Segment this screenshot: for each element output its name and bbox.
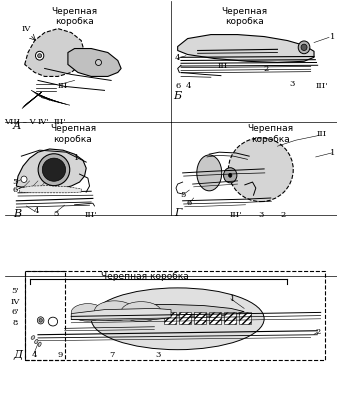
Text: 4: 4: [186, 82, 191, 90]
Text: Черепная
коробка: Черепная коробка: [248, 124, 294, 144]
Ellipse shape: [228, 173, 232, 177]
Ellipse shape: [38, 342, 41, 346]
Text: IV: IV: [11, 298, 20, 306]
Text: 7: 7: [109, 351, 115, 359]
Ellipse shape: [34, 340, 38, 344]
Text: 2: 2: [281, 211, 286, 219]
Ellipse shape: [95, 301, 135, 321]
Ellipse shape: [228, 138, 293, 202]
Bar: [179, 312, 191, 324]
Ellipse shape: [21, 176, 27, 182]
Ellipse shape: [42, 158, 66, 181]
Text: 9: 9: [58, 351, 63, 359]
Text: Черепная
коробка: Черепная коробка: [51, 7, 98, 26]
Text: 5: 5: [180, 191, 185, 199]
Text: 4: 4: [31, 351, 37, 359]
Text: III': III': [84, 211, 97, 219]
Text: 6': 6': [11, 308, 19, 316]
Text: 5: 5: [13, 178, 18, 186]
Polygon shape: [68, 48, 121, 76]
Polygon shape: [84, 304, 244, 316]
Text: 4: 4: [33, 207, 39, 215]
Bar: [164, 312, 176, 324]
Polygon shape: [178, 34, 314, 62]
Text: 6: 6: [13, 186, 18, 194]
Text: 8: 8: [13, 319, 18, 327]
Text: 6: 6: [187, 199, 192, 207]
Bar: [224, 312, 236, 324]
Text: IV': IV': [37, 118, 49, 126]
Text: 3: 3: [259, 211, 264, 219]
Text: III': III': [230, 211, 242, 219]
Ellipse shape: [39, 318, 42, 322]
Text: Д: Д: [13, 350, 22, 360]
Text: III: III: [217, 62, 227, 70]
Text: 2: 2: [263, 65, 268, 73]
Ellipse shape: [223, 168, 237, 183]
Polygon shape: [16, 149, 86, 189]
Text: Б: Б: [173, 91, 181, 101]
Ellipse shape: [71, 304, 104, 321]
Text: Черепная
коробка: Черепная коробка: [50, 124, 96, 144]
Text: 5': 5': [11, 287, 19, 295]
Text: 1: 1: [330, 149, 335, 157]
Ellipse shape: [298, 41, 310, 54]
Ellipse shape: [38, 54, 42, 58]
Ellipse shape: [48, 317, 57, 326]
Ellipse shape: [121, 302, 161, 322]
Text: IV: IV: [22, 24, 31, 32]
Text: VIII – V: VIII – V: [4, 118, 35, 126]
Text: 3: 3: [54, 210, 59, 218]
Text: Черепная
коробка: Черепная коробка: [221, 7, 267, 26]
Ellipse shape: [197, 155, 222, 191]
Bar: [25, 270, 325, 360]
Text: В: В: [13, 209, 21, 219]
Text: А: А: [13, 121, 21, 131]
Polygon shape: [71, 308, 171, 320]
Text: III': III': [53, 118, 66, 126]
Text: Черепная коробка: Черепная коробка: [100, 272, 188, 281]
Text: 2: 2: [57, 162, 62, 170]
Polygon shape: [20, 186, 81, 193]
Bar: [239, 312, 251, 324]
Ellipse shape: [31, 336, 35, 339]
Text: 1: 1: [230, 295, 235, 303]
Bar: [25, 270, 65, 360]
Ellipse shape: [96, 60, 101, 66]
Ellipse shape: [91, 288, 264, 350]
Ellipse shape: [301, 44, 307, 50]
Bar: [194, 312, 206, 324]
Text: 3: 3: [156, 351, 161, 359]
Text: III': III': [315, 82, 328, 90]
Text: Г: Г: [174, 208, 181, 218]
Text: 6: 6: [176, 82, 181, 90]
Text: 3: 3: [290, 80, 295, 88]
Text: 4: 4: [174, 54, 180, 62]
Bar: [209, 312, 221, 324]
Text: 1: 1: [74, 154, 79, 162]
Ellipse shape: [35, 51, 44, 60]
Polygon shape: [25, 28, 84, 76]
Ellipse shape: [37, 317, 44, 324]
Text: III: III: [58, 82, 68, 90]
Text: III: III: [316, 130, 327, 138]
Text: 1: 1: [330, 32, 335, 40]
Ellipse shape: [38, 154, 70, 186]
Text: 2: 2: [315, 328, 321, 336]
